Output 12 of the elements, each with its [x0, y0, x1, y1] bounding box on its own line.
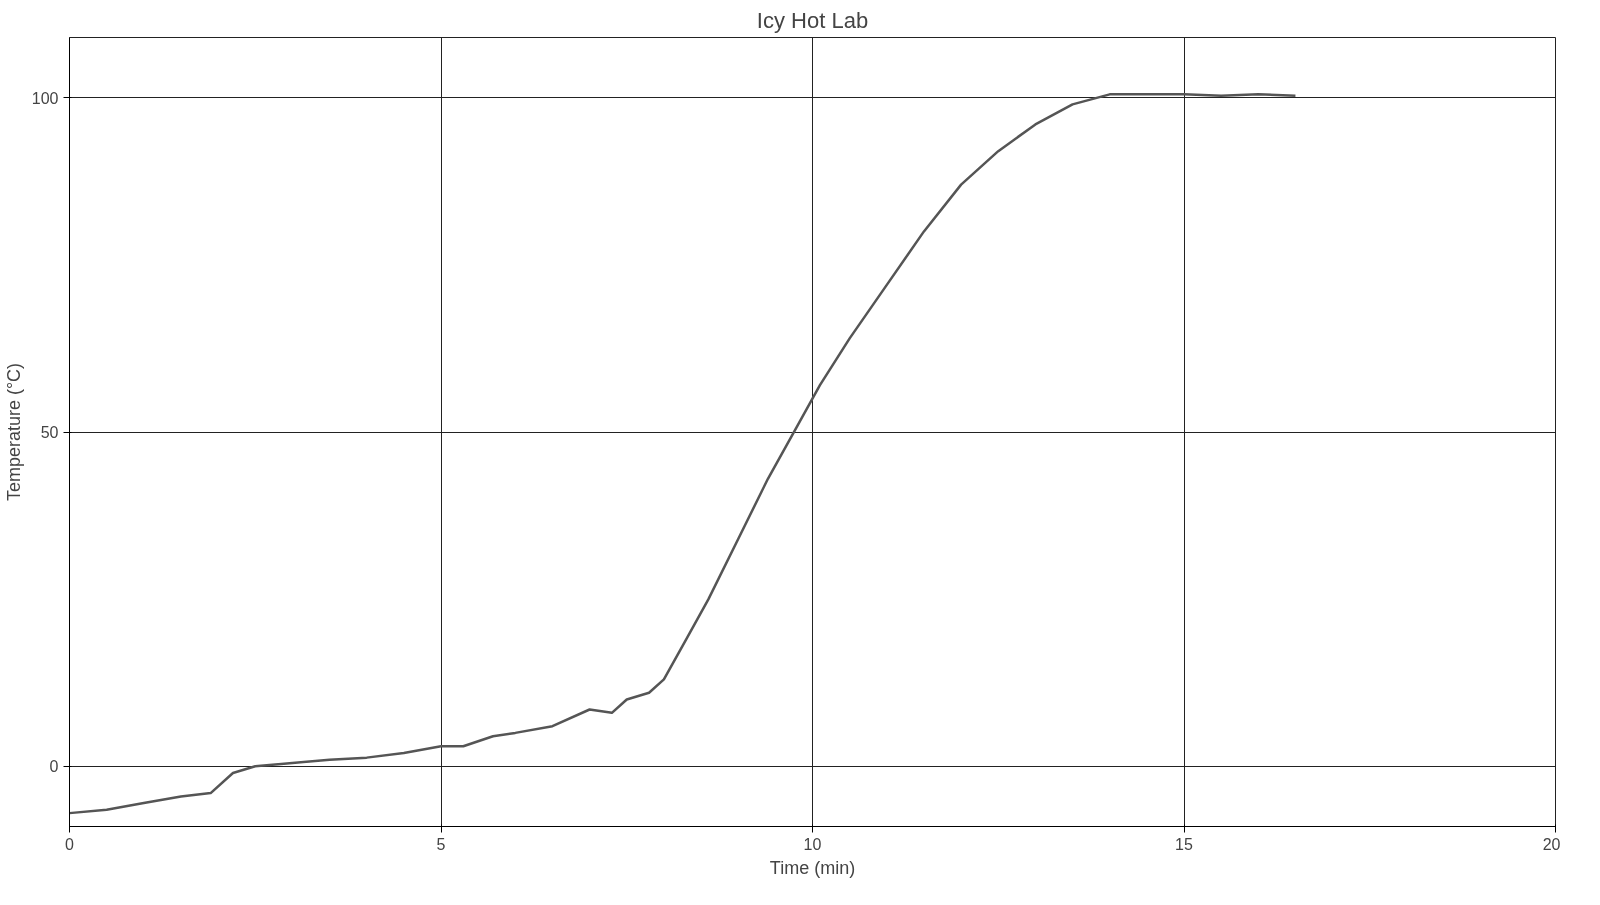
y-tick-label: 100: [31, 89, 59, 107]
x-tick-label: 15: [1175, 835, 1193, 853]
y-axis-title: Temperature (°C): [3, 362, 24, 502]
x-tick-label: 10: [803, 835, 822, 853]
x-tick-label: 5: [436, 835, 446, 853]
line-series: [69, 93, 1297, 815]
x-tick-label: 20: [1542, 835, 1561, 853]
y-tick-label: 50: [40, 424, 59, 441]
chart-title: Icy Hot Lab: [756, 7, 869, 33]
y-tick-label: 0: [49, 758, 59, 776]
x-tick-label: 0: [65, 835, 75, 853]
x-axis-title: Time (min): [769, 857, 856, 878]
